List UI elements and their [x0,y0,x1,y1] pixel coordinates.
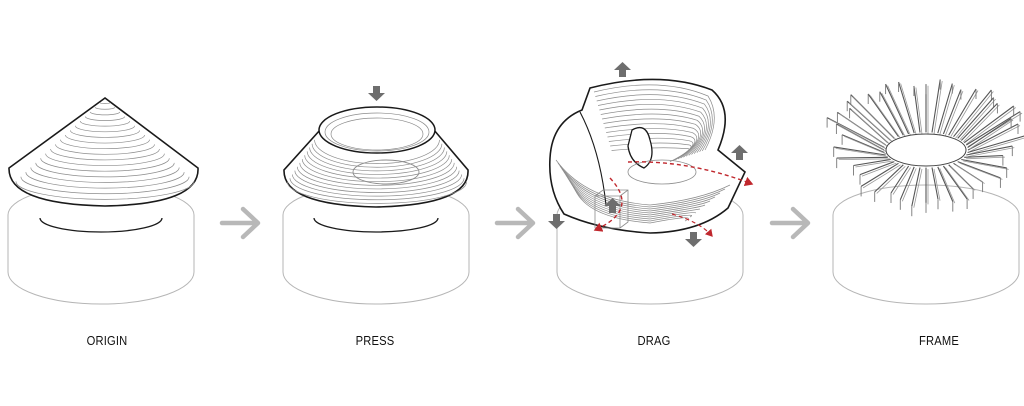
step-arrow-2 [494,206,536,240]
right-arrow-icon [769,206,811,240]
drag-path [671,213,713,237]
drag-contours [555,84,731,224]
step-arrow-3 [769,206,811,240]
origin-model [7,97,199,305]
move-arrow-icon [548,214,565,229]
press-rim [318,106,436,154]
press-model [282,86,470,305]
press-contours [287,139,467,204]
frame-ribs [826,79,1024,217]
step-label-press: PRESS [355,333,395,348]
frame-model [826,79,1024,305]
drag-hole [627,126,653,169]
step-arrow-1 [219,206,261,240]
press-hole [352,159,420,185]
move-arrow-icon [604,198,621,213]
right-arrow-icon [494,206,536,240]
step-label-frame: FRAME [919,333,959,348]
right-arrow-icon [219,206,261,240]
press-ring [283,129,469,208]
press-plate [313,217,439,233]
frame-core [885,133,967,167]
drag-model [548,62,754,305]
move-arrow-icon [731,145,748,160]
drag-path [627,161,754,187]
step-label-drag: DRAG [637,333,671,348]
step-label-origin: ORIGIN [86,333,128,348]
origin-plate [39,217,163,233]
move-arrow-icon [614,62,631,77]
origin-contours [15,102,195,200]
origin-cone [8,97,199,207]
move-arrow-icon [685,232,702,247]
move-arrow-icon [368,86,385,101]
drag-path [593,177,623,232]
